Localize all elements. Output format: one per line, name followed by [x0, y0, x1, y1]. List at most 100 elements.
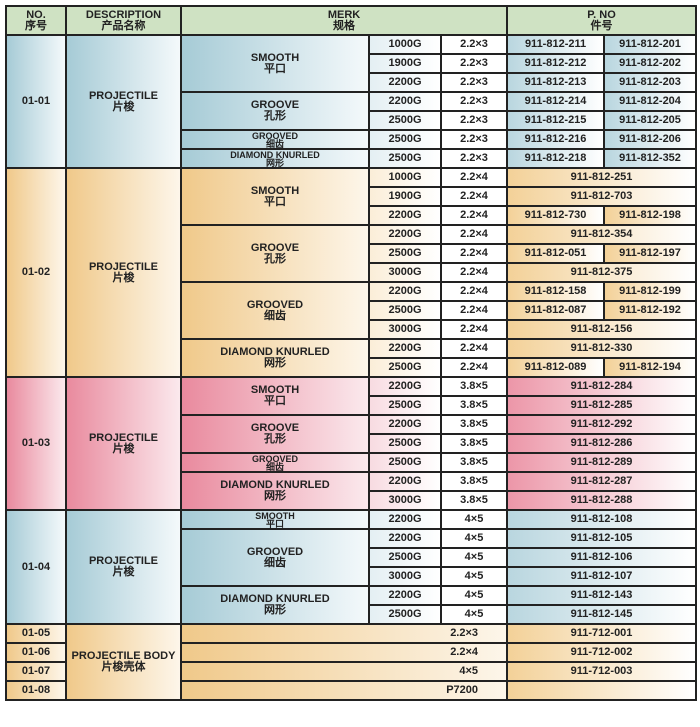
part-number: 911-812-218	[506, 148, 606, 169]
group-number: 01-06	[5, 642, 67, 663]
size-cell: 2.2×4	[439, 338, 509, 359]
table-row: DIAMOND KNURLED 网形 2500G 2.2×3 911-812-218 91…	[6, 148, 698, 169]
table-row: 01-04 PROJECTILE 片梭 SMOOTH 平口 2200G 4×5 911-812…	[5, 509, 698, 625]
merk-type-cn: 平口	[264, 195, 286, 208]
table-row: GROOVE 孔形 2200G 2.2×4 911-812-354	[6, 224, 698, 283]
merk-type-cn: 细齿	[265, 138, 284, 149]
part-number: 911-812-287	[506, 471, 698, 492]
header-merk-cn: 规格	[333, 19, 356, 32]
group-number: 01-03	[5, 376, 67, 511]
size-cell: 3.8×5	[439, 471, 509, 492]
table-row: 2500G 2.2×3 911-812-215 911-812-205	[6, 110, 698, 131]
size-cell: 2.2×4	[439, 300, 509, 321]
part-number: 911-812-087	[506, 300, 606, 321]
weight-cell: 3000G	[368, 490, 442, 511]
part-number: 911-812-215	[506, 110, 606, 131]
weight-cell: 1000G	[368, 34, 442, 55]
part-number: 911-812-730	[506, 205, 606, 226]
part-number: 911-812-251	[506, 167, 698, 188]
part-number: 911-812-107	[506, 566, 698, 587]
size-cell: 2.2×4	[439, 186, 509, 207]
description-cn: 片梭	[112, 271, 135, 284]
size-cell: 2.2×3	[439, 34, 509, 55]
size-cell: 2.2×4	[439, 281, 509, 302]
table-row: 1900G 2.2×4 911-812-703	[6, 186, 698, 207]
merk-type-cn: 平口	[265, 518, 284, 529]
weight-cell: 2200G	[368, 91, 442, 112]
size-cell: 3.8×5	[439, 414, 509, 435]
group-number: 01-02	[5, 167, 67, 378]
group-description: PROJECTILE 片梭	[65, 34, 182, 169]
part-number: 911-812-105	[506, 528, 698, 549]
weight-cell: 1900G	[368, 53, 442, 74]
table-row: DIAMOND KNURLED 网形 2200G 4×5 911-812-143	[6, 585, 698, 625]
weight-cell: 2200G	[368, 205, 442, 226]
header-merk-label: MERK	[327, 8, 361, 21]
merk-type-en: GROOVED	[246, 298, 304, 311]
header-no-label: NO.	[26, 8, 46, 21]
size-cell: 2.2×4	[439, 357, 509, 378]
header-description: DESCRIPTION 产品名称	[65, 5, 182, 36]
group-number: 01-08	[5, 680, 67, 701]
spec-cell: 4×5	[179, 661, 509, 682]
weight-cell: 2200G	[368, 585, 442, 606]
table-row: 2200G 2.2×4 911-812-730 911-812-198	[6, 205, 698, 226]
merk-type-cn: 平口	[264, 62, 286, 75]
weight-cell: 2200G	[368, 414, 442, 435]
weight-cell: 2200G	[368, 224, 442, 245]
weight-cell: 2200G	[368, 338, 442, 359]
spec-cell: P7200	[179, 680, 509, 701]
merk-type-cn: 网形	[264, 357, 286, 369]
merk-type-cn: 细齿	[265, 461, 284, 472]
size-cell: 4×5	[439, 585, 509, 606]
weight-cell: 2500G	[368, 547, 442, 568]
part-number: 911-812-288	[506, 490, 698, 511]
table-row: DIAMOND KNURLED 网形 2200G 2.2×4 911-812-330	[6, 338, 698, 378]
part-number: 911-812-703	[506, 186, 698, 207]
merk-type: GROOVE 孔形	[180, 414, 370, 454]
part-number: 911-812-213	[506, 72, 606, 93]
merk-type: GROOVED 细齿	[180, 129, 370, 150]
part-number: 911-812-194	[603, 357, 698, 378]
merk-type: GROOVED 细齿	[180, 281, 370, 340]
table-row: 2500G 2.2×4 911-812-089 911-812-194	[6, 357, 698, 378]
header-pno-label: P. NO	[587, 8, 616, 21]
part-number: 911-812-204	[603, 91, 698, 112]
part-number: 911-812-286	[506, 433, 698, 454]
merk-type: SMOOTH 平口	[180, 376, 370, 416]
table-row: 01-05 PROJECTILE BODY 片梭壳体 2.2×3 911-712-001	[5, 623, 698, 701]
merk-type-en: SMOOTH	[255, 510, 295, 521]
table-row: 2500G 4×5 911-812-106	[6, 547, 698, 568]
part-number: 911-812-089	[506, 357, 606, 378]
header-desc-cn: 产品名称	[101, 19, 146, 32]
size-cell: 2.2×3	[439, 148, 509, 169]
table-row: 01-01 PROJECTILE 片梭 SMOOTH 平口 1000G 2.2×3 911-8…	[5, 34, 698, 169]
merk-type-en: GROOVED	[251, 453, 298, 464]
part-number: 911-712-001	[506, 623, 698, 644]
weight-cell: 2500G	[368, 395, 442, 416]
part-number: 911-812-205	[603, 110, 698, 131]
size-cell: 2.2×3	[439, 53, 509, 74]
merk-type-en: DIAMOND KNURLED	[220, 479, 330, 491]
merk-type-cn: 细齿	[264, 556, 286, 569]
header-no-cn: 序号	[25, 19, 47, 32]
merk-type-en: SMOOTH	[250, 51, 300, 64]
group-number: 01-04	[5, 509, 67, 625]
header-pno: P. NO 件号	[506, 5, 698, 36]
size-cell: 3.8×5	[439, 433, 509, 454]
group-description: PROJECTILE 片梭	[65, 509, 182, 625]
weight-cell: 2200G	[368, 471, 442, 492]
merk-type-en: GROOVE	[250, 99, 300, 111]
part-number: 911-812-330	[506, 338, 698, 359]
merk-type: GROOVE 孔形	[180, 224, 370, 283]
size-cell: 4×5	[439, 547, 509, 568]
size-cell: 4×5	[439, 566, 509, 587]
description-en: PROJECTILE BODY	[71, 650, 176, 662]
table-row: 3000G 2.2×4 911-812-156	[6, 319, 698, 340]
part-number: 911-812-212	[506, 53, 606, 74]
table-row: 2500G 4×5 911-812-145	[6, 604, 698, 625]
size-cell: 4×5	[439, 509, 509, 530]
part-number: 911-812-197	[603, 243, 698, 264]
part-number: 911-812-051	[506, 243, 606, 264]
size-cell: 2.2×3	[439, 91, 509, 112]
